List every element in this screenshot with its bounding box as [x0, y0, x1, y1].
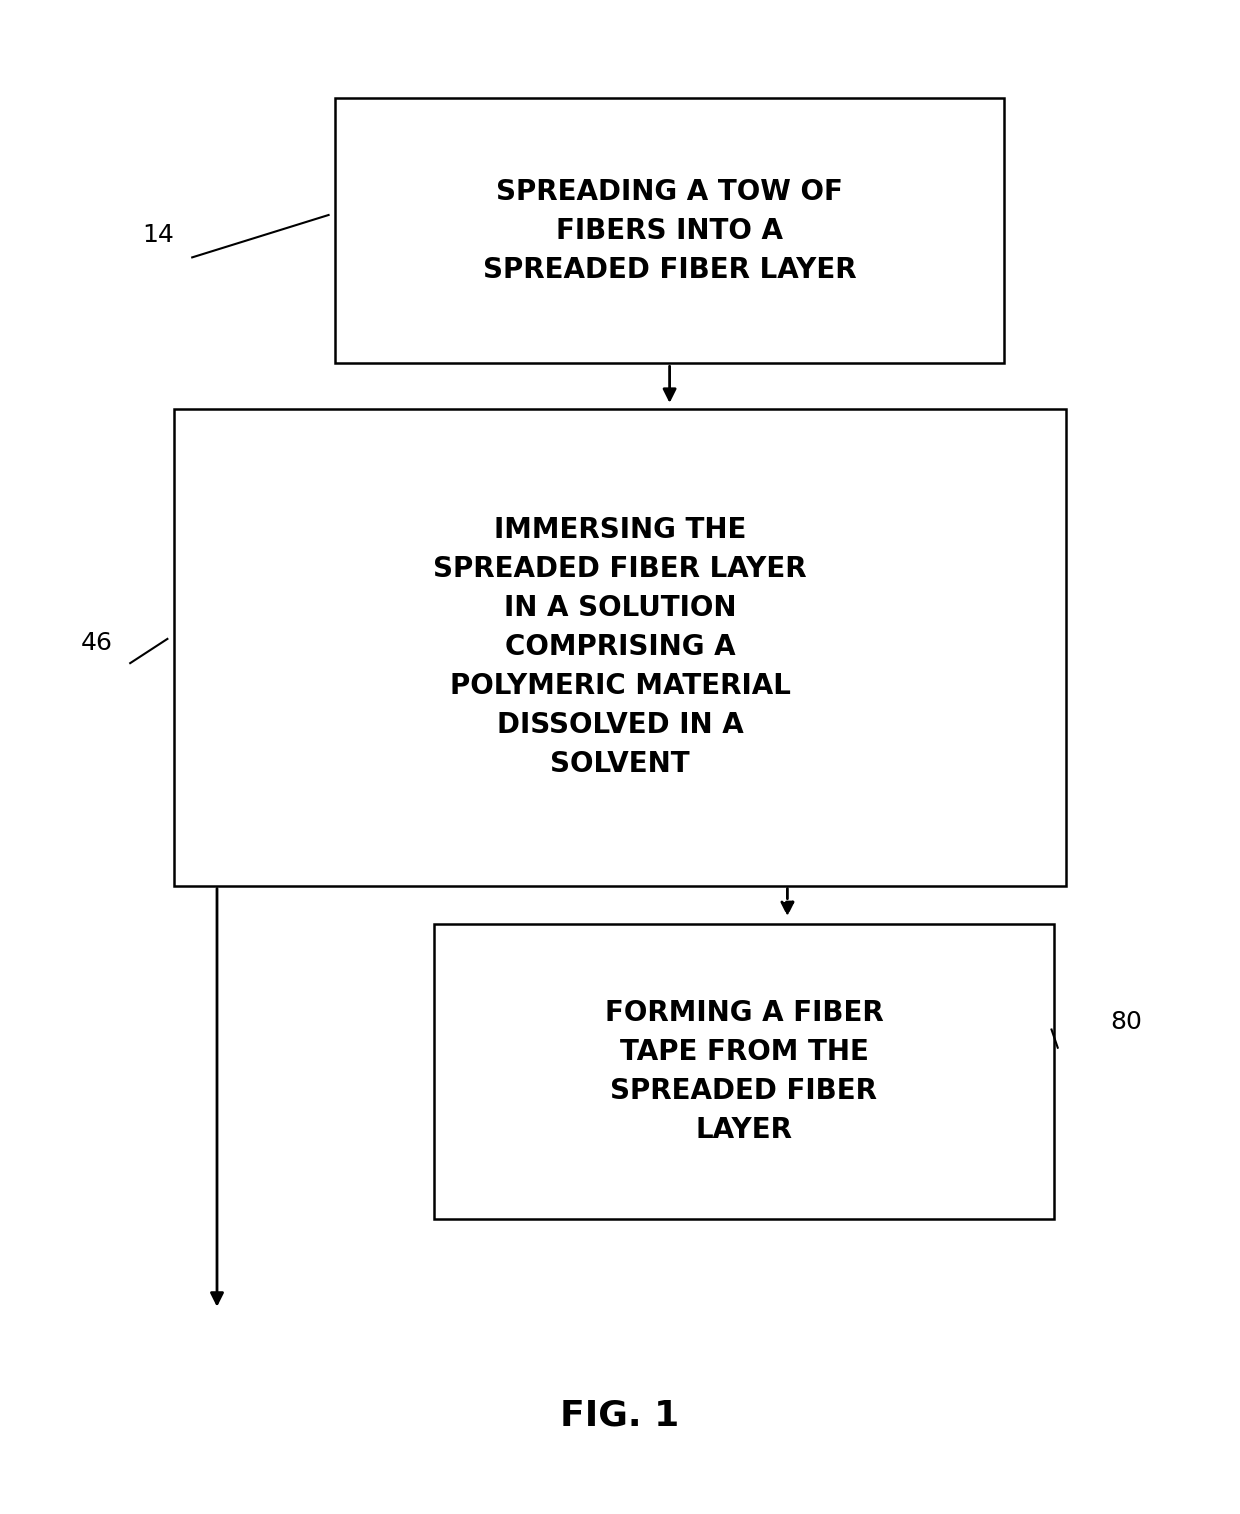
Text: SPREADING A TOW OF
FIBERS INTO A
SPREADED FIBER LAYER: SPREADING A TOW OF FIBERS INTO A SPREADE…	[482, 177, 857, 285]
Text: 46: 46	[81, 631, 113, 656]
Text: IMMERSING THE
SPREADED FIBER LAYER
IN A SOLUTION
COMPRISING A
POLYMERIC MATERIAL: IMMERSING THE SPREADED FIBER LAYER IN A …	[433, 516, 807, 778]
FancyBboxPatch shape	[174, 409, 1066, 886]
Text: 80: 80	[1110, 1010, 1142, 1034]
Text: 14: 14	[143, 223, 175, 247]
FancyBboxPatch shape	[434, 924, 1054, 1219]
Text: FIG. 1: FIG. 1	[560, 1399, 680, 1432]
Text: FORMING A FIBER
TAPE FROM THE
SPREADED FIBER
LAYER: FORMING A FIBER TAPE FROM THE SPREADED F…	[605, 999, 883, 1143]
FancyBboxPatch shape	[335, 98, 1004, 363]
